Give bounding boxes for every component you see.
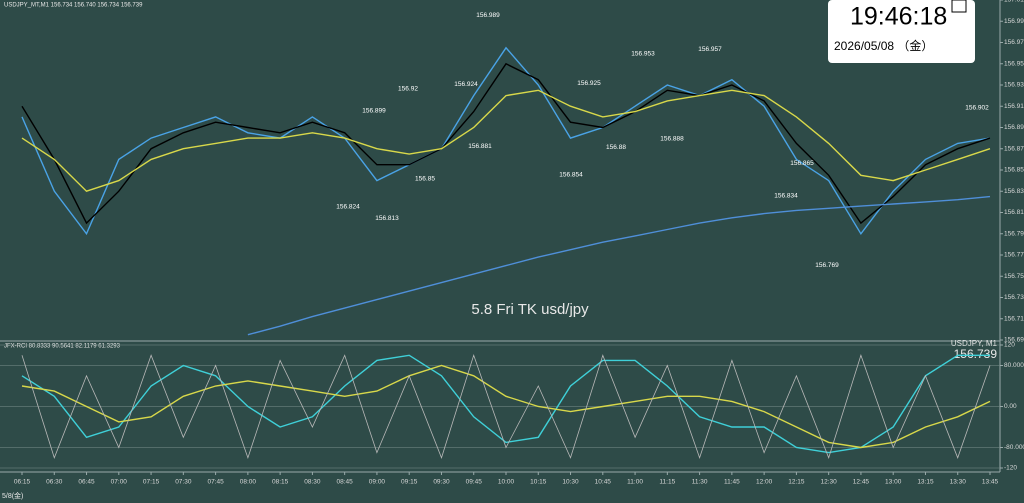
x-tick-label: 13:15	[917, 479, 934, 486]
price: 156.739	[954, 347, 998, 361]
price-annotation: 156.824	[336, 203, 360, 210]
y-tick-label: 0.00	[1004, 403, 1017, 410]
x-tick-label: 11:45	[724, 479, 740, 486]
x-tick-label: 06:30	[46, 479, 63, 486]
y-tick-label: -80.0000	[1004, 444, 1024, 451]
y-tick-label: 156.910	[1004, 103, 1024, 110]
price-annotation: 156.925	[577, 80, 601, 87]
price-annotation: 156.902	[965, 104, 989, 111]
price-annotation: 156.85	[415, 176, 435, 183]
price-annotation: 156.899	[362, 108, 386, 115]
x-tick-label: 10:15	[530, 479, 547, 486]
x-tick-label: 09:45	[466, 479, 483, 486]
y-tick-label: 156.730	[1004, 294, 1024, 301]
x-tick-label: 09:30	[433, 479, 450, 486]
price-annotation: 156.881	[468, 143, 492, 150]
y-tick-label: 156.870	[1004, 145, 1024, 152]
price-annotation: 156.957	[698, 46, 722, 53]
x-tick-label: 08:45	[337, 479, 354, 486]
clock-icon	[951, 0, 967, 13]
y-tick-label: 120	[1004, 342, 1015, 349]
series-line	[21, 62, 991, 225]
series-line	[21, 354, 990, 454]
y-tick-label: 156.790	[1004, 230, 1024, 237]
x-tick-label: 09:00	[369, 479, 386, 486]
price-annotation: 156.924	[454, 81, 478, 88]
y-tick-label: 156.770	[1004, 252, 1024, 259]
x-tick-label: 13:00	[885, 479, 902, 486]
clock-box	[828, 0, 975, 63]
price-annotation: 156.834	[774, 193, 798, 200]
y-tick-label: 156.690	[1004, 337, 1024, 344]
series-line	[21, 46, 991, 236]
y-tick-label: 156.850	[1004, 167, 1024, 174]
series-line	[21, 364, 991, 449]
x-tick-label: 13:30	[950, 479, 967, 486]
x-tick-label: 12:15	[788, 479, 805, 486]
x-tick-label: 13:45	[982, 479, 999, 486]
clock-date: 2026/05/08 （金）	[834, 38, 933, 53]
x-tick-label: 07:45	[207, 479, 224, 486]
price-annotation: 156.769	[815, 262, 839, 269]
y-tick-label: 156.930	[1004, 82, 1024, 89]
y-tick-label: 156.830	[1004, 188, 1024, 195]
x-tick-label: 08:00	[240, 479, 257, 486]
x-tick-label: 06:45	[78, 479, 95, 486]
clock-time: 19:46:18	[850, 3, 947, 31]
y-tick-label: 156.950	[1004, 60, 1024, 67]
x-tick-label: 08:15	[272, 479, 289, 486]
x-tick-label: 09:15	[401, 479, 418, 486]
x-tick-label: 10:45	[595, 479, 612, 486]
price-annotation: 156.888	[660, 135, 684, 142]
x-tick-label: 11:15	[659, 479, 675, 486]
x-tick-label: 12:30	[821, 479, 838, 486]
x-tick-label: 06:15	[14, 479, 31, 486]
x-tick-label: 11:00	[627, 479, 643, 486]
y-tick-label: 157.010	[1004, 0, 1024, 4]
y-tick-label: 156.710	[1004, 315, 1024, 322]
price-annotation: 156.953	[631, 50, 655, 57]
y-tick-label: 156.750	[1004, 273, 1024, 280]
x-tick-label: 07:15	[143, 479, 160, 486]
series-line	[21, 89, 991, 192]
y-tick-label: -120	[1004, 465, 1017, 472]
x-tick-label: 07:30	[175, 479, 192, 486]
y-tick-label: 156.810	[1004, 209, 1024, 216]
price-annotation: 156.813	[375, 215, 399, 222]
date-label: 5/8(金)	[2, 491, 23, 500]
x-tick-label: 12:00	[756, 479, 773, 486]
x-tick-label: 10:30	[562, 479, 579, 486]
price-annotation: 156.92	[398, 85, 418, 92]
clock: 19:46:18 2026/05/08 （金）	[828, 0, 975, 63]
x-tick-label: 07:00	[111, 479, 128, 486]
price-annotation: 156.865	[790, 160, 814, 167]
x-tick-label: 10:00	[498, 479, 515, 486]
y-tick-label: 156.990	[1004, 18, 1024, 25]
price-annotation: 156.854	[559, 171, 583, 178]
annotation: 5.8 Fri TK usd/jpy	[471, 301, 589, 318]
price-annotation: 156.88	[606, 144, 626, 151]
oscillator-title: JFX-RCI 80.8333 90.5641 82.1179 61.3293	[4, 344, 121, 350]
price-annotation: 156.989	[476, 12, 500, 19]
x-tick-label: 12:45	[853, 479, 870, 486]
symbol: USDJPY, M1	[951, 339, 998, 348]
series-line	[247, 195, 991, 336]
series-line	[21, 354, 991, 460]
x-tick-label: 08:30	[304, 479, 321, 486]
chart-title: USDJPY_MT,M1 156.734 156.740 156.734 156…	[4, 3, 143, 9]
x-tick-label: 11:30	[692, 479, 708, 486]
y-tick-label: 156.970	[1004, 39, 1024, 46]
y-tick-label: 80.0000	[1004, 362, 1024, 369]
y-tick-label: 156.890	[1004, 124, 1024, 131]
